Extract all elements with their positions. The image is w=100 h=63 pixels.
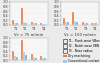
Bar (30, 22, 33, 25)
Bar (42, 24, 44, 25)
Bar (16, 23, 18, 25)
Bar (14, 23, 16, 25)
Bar (23, 22, 25, 25)
Bar (72, 12, 74, 25)
Bar (40, 23, 42, 25)
Bar (12, 20, 14, 25)
Bar (35, 58, 37, 60)
X-axis label: Vc = 75 m/min: Vc = 75 m/min (14, 33, 44, 37)
Bar (23, 52, 25, 60)
Bar (44, 58, 46, 60)
Bar (86, 23, 88, 25)
Bar (76, 22, 79, 25)
Bar (33, 23, 35, 25)
Bar (25, 23, 27, 25)
Bar (95, 23, 97, 25)
Bar (40, 56, 42, 60)
Bar (93, 23, 95, 25)
Bar (65, 22, 67, 25)
Bar (63, 18, 65, 25)
Legend: T1 - Flank wear VBmax, T2 - Notch wear VBN, T3 - Nose radius, Dry machining, Con: T1 - Flank wear VBmax, T2 - Notch wear V… (63, 39, 100, 63)
Bar (84, 23, 86, 25)
Bar (82, 22, 84, 25)
Bar (42, 58, 44, 60)
Bar (16, 57, 18, 60)
Bar (91, 23, 93, 25)
Bar (25, 55, 27, 60)
Bar (67, 22, 69, 25)
Bar (33, 57, 35, 60)
Bar (14, 56, 16, 60)
Bar (44, 24, 46, 25)
Bar (35, 23, 37, 25)
Bar (74, 21, 76, 25)
Bar (21, 8, 23, 25)
X-axis label: Vc = 100 m/min: Vc = 100 m/min (64, 33, 96, 37)
Bar (30, 54, 33, 60)
Bar (21, 40, 23, 60)
Bar (12, 51, 14, 60)
